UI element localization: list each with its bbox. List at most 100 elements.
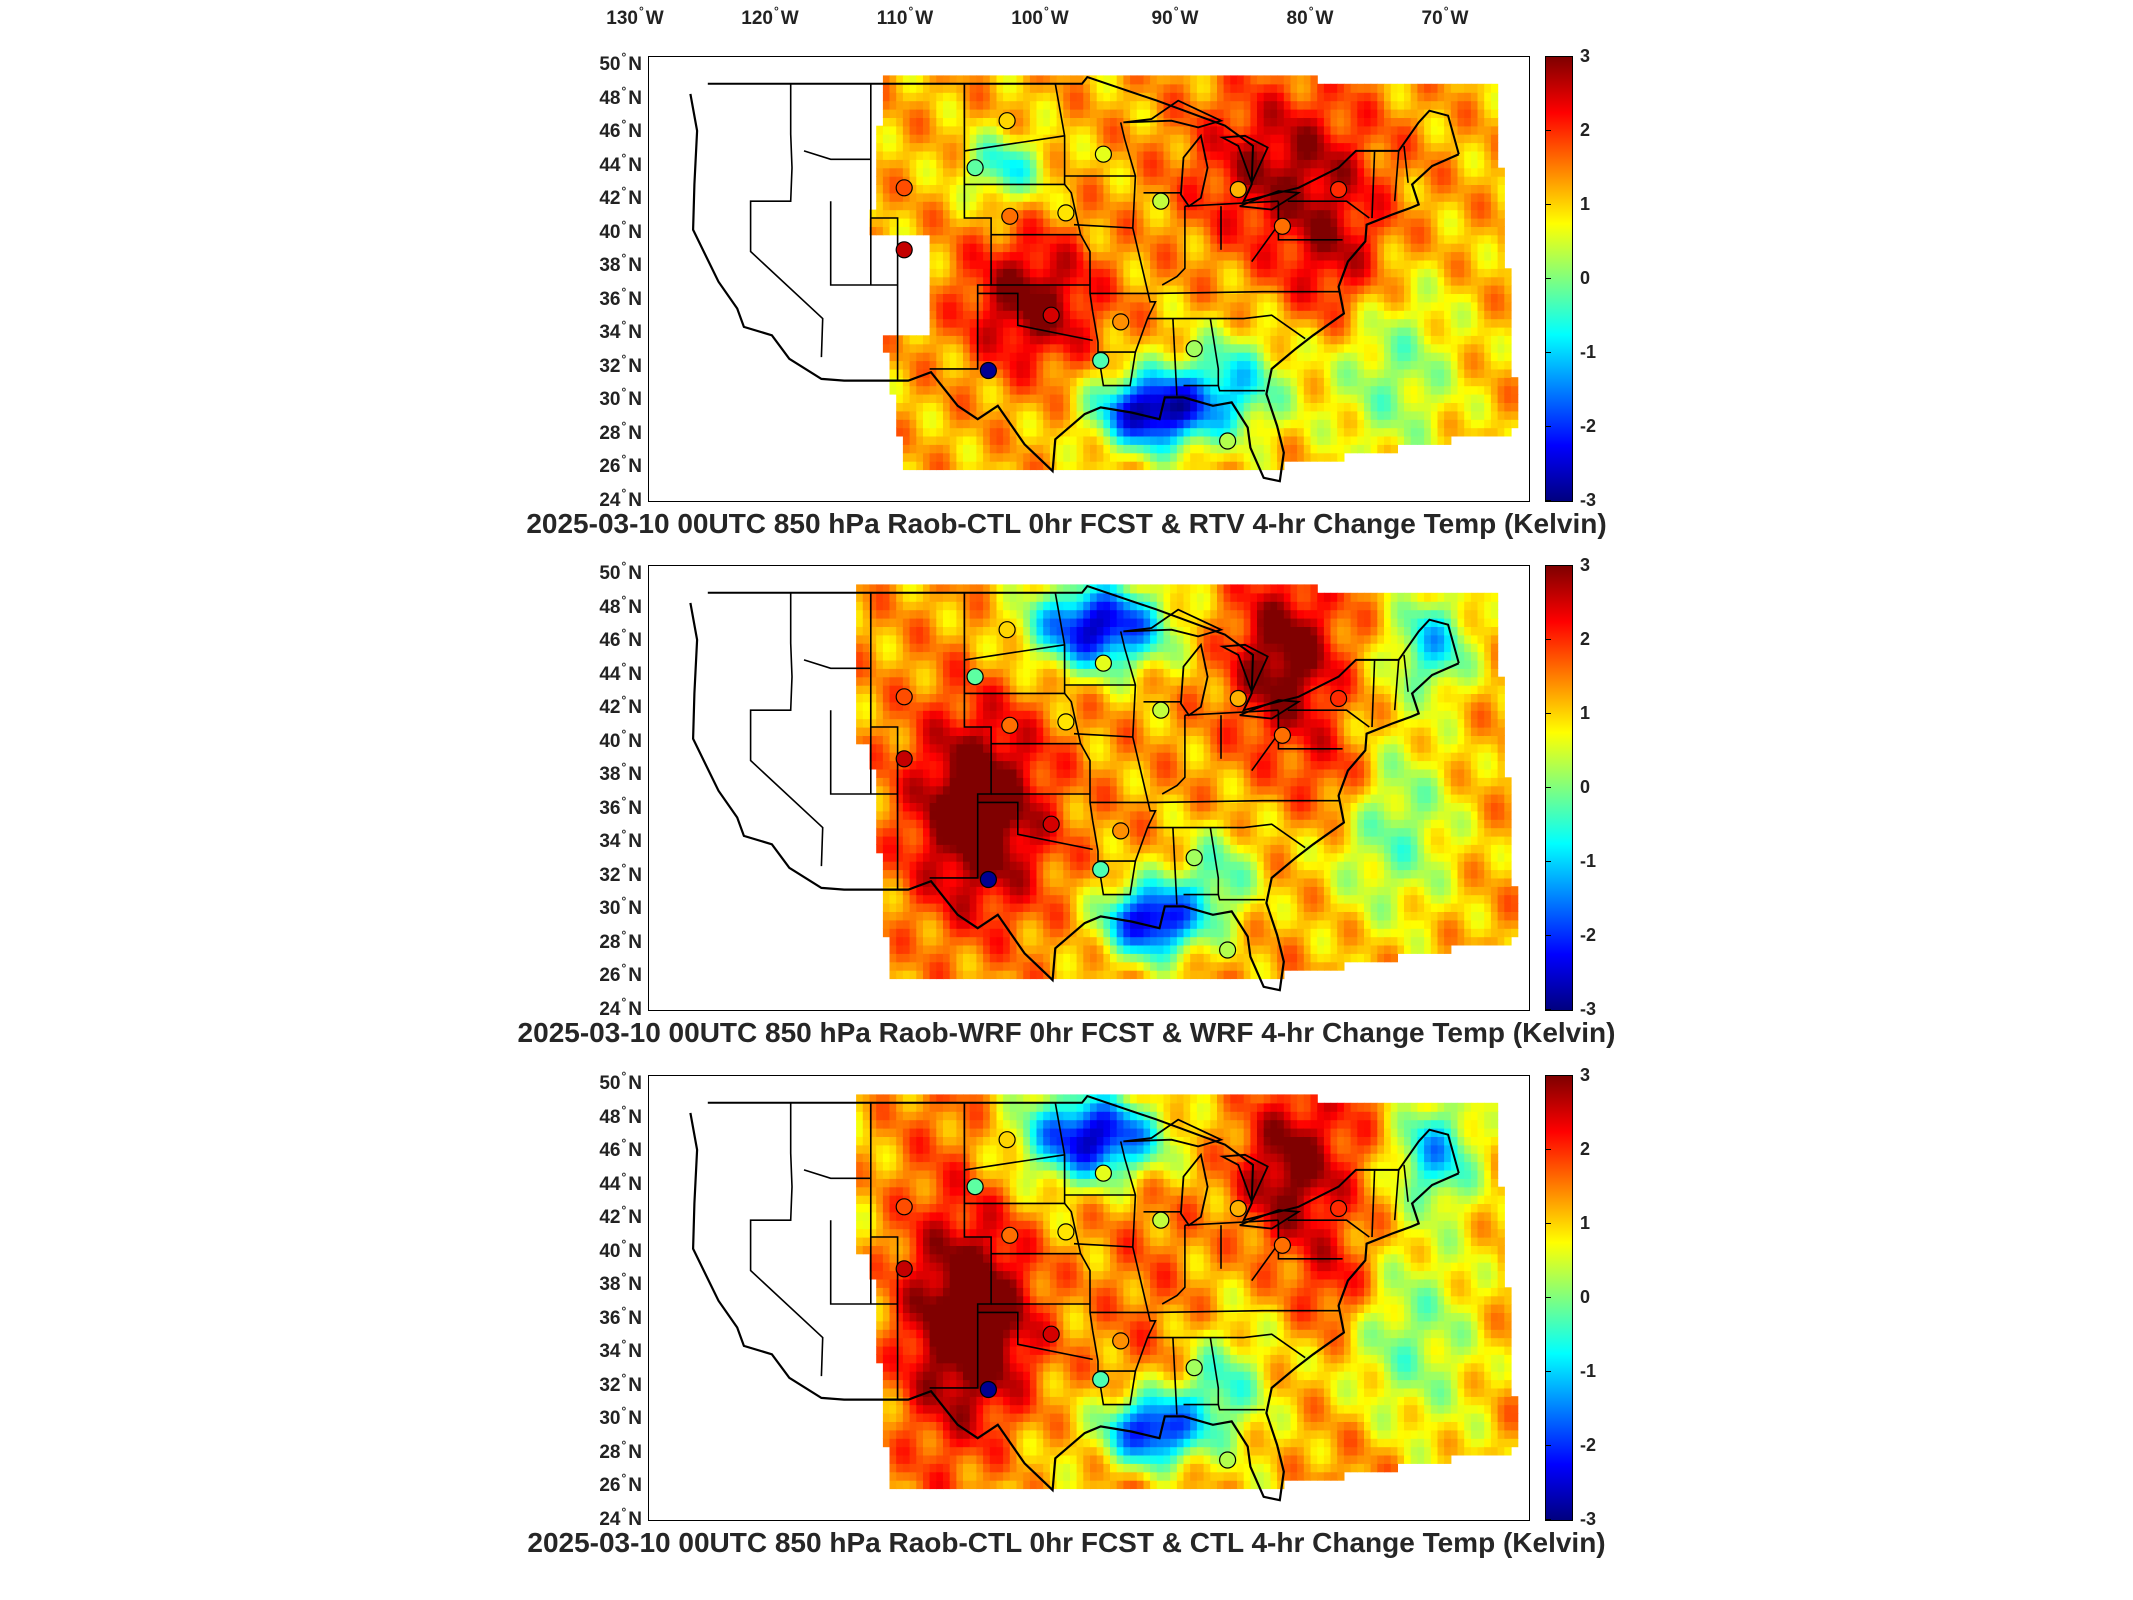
colorbar-tick-label: 2 bbox=[1580, 120, 1591, 140]
lat-hemisphere: N bbox=[628, 490, 642, 511]
degree-symbol: ° bbox=[621, 693, 627, 708]
latitude-label: 46° N bbox=[560, 626, 642, 652]
lat-hemisphere: N bbox=[628, 54, 642, 76]
latitude-label: 38° N bbox=[560, 251, 642, 277]
map-area bbox=[648, 56, 1530, 502]
lat-value: 32 bbox=[599, 864, 621, 886]
lon-value: 80 bbox=[1286, 8, 1308, 29]
latitude-label: 42° N bbox=[560, 184, 642, 210]
lat-value: 48 bbox=[599, 87, 621, 109]
raob-station-marker bbox=[1273, 726, 1292, 744]
degree-symbol: ° bbox=[621, 995, 627, 1009]
latitude-label: 36° N bbox=[560, 1304, 642, 1330]
latitude-label: 40° N bbox=[560, 727, 642, 753]
degree-symbol: ° bbox=[621, 760, 627, 775]
lon-hemisphere: W bbox=[645, 8, 664, 29]
latitude-label: 38° N bbox=[560, 1270, 642, 1296]
degree-symbol: ° bbox=[621, 486, 627, 500]
lon-hemisphere: W bbox=[1180, 8, 1199, 29]
lat-value: 46 bbox=[599, 630, 621, 652]
colorbar-tick-mark bbox=[1545, 713, 1551, 714]
map-area bbox=[648, 1075, 1530, 1521]
colorbar-tick-label: -1 bbox=[1580, 851, 1597, 871]
raob-station-marker bbox=[966, 668, 984, 686]
map-area bbox=[648, 565, 1530, 1011]
latitude-label: 24° N bbox=[560, 995, 642, 1021]
colorbar-tick-mark bbox=[1545, 1009, 1551, 1010]
degree-symbol: ° bbox=[1043, 4, 1049, 18]
lat-hemisphere: N bbox=[628, 1341, 642, 1363]
colorbar-tick-mark bbox=[1545, 1075, 1551, 1076]
lat-value: 46 bbox=[599, 121, 621, 143]
raob-station-marker bbox=[1042, 815, 1060, 833]
colorbar-tick-label: 1 bbox=[1580, 194, 1591, 214]
lat-value: 40 bbox=[599, 1240, 621, 1262]
raob-station-marker bbox=[895, 1198, 913, 1216]
lat-value: 36 bbox=[599, 288, 621, 310]
raob-station-marker bbox=[1185, 1359, 1203, 1377]
state-boundaries bbox=[689, 75, 1460, 483]
raob-station-marker bbox=[1057, 1223, 1075, 1241]
colorbar-tick-label: 1 bbox=[1580, 703, 1591, 723]
degree-symbol: ° bbox=[621, 559, 627, 574]
latitude-label: 28° N bbox=[560, 1438, 642, 1464]
colorbar-tick-label: 3 bbox=[1580, 1065, 1591, 1085]
degree-symbol: ° bbox=[621, 418, 627, 433]
lat-value: 24 bbox=[599, 1509, 621, 1530]
panel-title: 2025-03-10 00UTC 850 hPa Raob-CTL 0hr FC… bbox=[527, 1527, 1606, 1558]
lat-value: 48 bbox=[599, 596, 621, 618]
degree-symbol: ° bbox=[621, 827, 627, 842]
colorbar-tick-label: -3 bbox=[1580, 1509, 1597, 1529]
raob-station-marker bbox=[1112, 822, 1130, 840]
lat-value: 30 bbox=[599, 389, 621, 411]
latitude-label: 34° N bbox=[560, 827, 642, 853]
lon-hemisphere: W bbox=[1050, 8, 1069, 29]
raob-station-marker bbox=[1329, 1199, 1348, 1218]
longitude-label: 120° W bbox=[741, 4, 798, 30]
latitude-label: 32° N bbox=[560, 352, 642, 378]
raob-station-marker bbox=[1057, 713, 1075, 731]
lat-value: 30 bbox=[599, 1408, 621, 1430]
colorbar-tick-label: 3 bbox=[1580, 555, 1591, 575]
degree-symbol: ° bbox=[621, 318, 627, 333]
raob-station-marker bbox=[1112, 1332, 1130, 1350]
colorbar-tick-mark bbox=[1545, 500, 1551, 501]
lat-hemisphere: N bbox=[628, 1374, 642, 1396]
raob-station-marker bbox=[1001, 716, 1019, 734]
colorbar-tick-label: 2 bbox=[1580, 629, 1591, 649]
lat-hemisphere: N bbox=[628, 87, 642, 109]
colorbar-tick-mark bbox=[1545, 1297, 1551, 1298]
latitude-label: 24° N bbox=[560, 1505, 642, 1531]
lat-value: 34 bbox=[599, 322, 621, 344]
degree-symbol: ° bbox=[621, 1069, 627, 1084]
latitude-label: 48° N bbox=[560, 84, 642, 110]
lat-value: 34 bbox=[599, 1341, 621, 1363]
latitude-label: 44° N bbox=[560, 660, 642, 686]
latitude-label: 28° N bbox=[560, 928, 642, 954]
lat-value: 44 bbox=[599, 1173, 621, 1195]
degree-symbol: ° bbox=[621, 1203, 627, 1218]
raob-station-marker bbox=[1229, 1199, 1247, 1218]
latitude-label: 50° N bbox=[560, 50, 642, 76]
raob-station-marker bbox=[1057, 204, 1075, 222]
lon-value: 120 bbox=[741, 8, 773, 29]
raob-station-marker bbox=[1218, 1451, 1237, 1469]
degree-symbol: ° bbox=[621, 117, 627, 132]
degree-symbol: ° bbox=[621, 1169, 627, 1184]
degree-symbol: ° bbox=[908, 4, 914, 18]
raob-station-marker bbox=[1152, 1211, 1170, 1229]
longitude-label: 90° W bbox=[1152, 4, 1199, 30]
raob-station-marker bbox=[895, 750, 913, 768]
lat-hemisphere: N bbox=[628, 1408, 642, 1430]
degree-symbol: ° bbox=[621, 659, 627, 674]
lat-hemisphere: N bbox=[628, 255, 642, 277]
lon-value: 100 bbox=[1011, 8, 1043, 29]
lat-value: 44 bbox=[599, 663, 621, 685]
lon-hemisphere: W bbox=[1315, 8, 1334, 29]
latitude-label: 42° N bbox=[560, 1203, 642, 1229]
lat-value: 50 bbox=[599, 1073, 621, 1095]
degree-symbol: ° bbox=[621, 1404, 627, 1419]
colorbar-tick-mark bbox=[1545, 1519, 1551, 1520]
degree-symbol: ° bbox=[621, 1337, 627, 1352]
lat-value: 40 bbox=[599, 730, 621, 752]
